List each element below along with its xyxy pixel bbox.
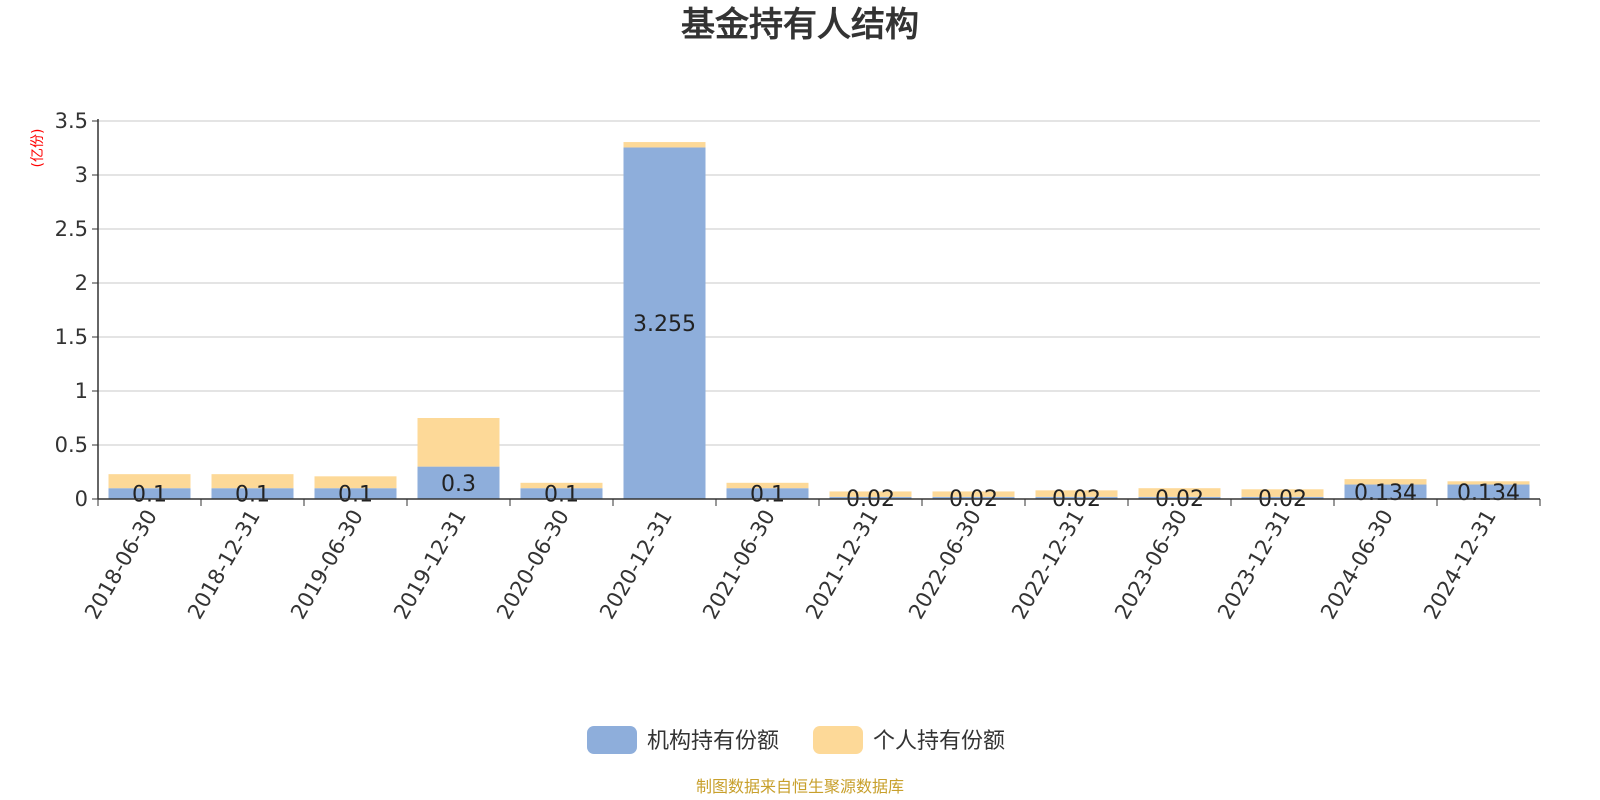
x-tick-label: 2021-12-31 — [801, 506, 883, 624]
bar-individual[interactable] — [211, 474, 294, 489]
x-tick-label: 2019-12-31 — [389, 506, 471, 624]
legend-item[interactable]: 个人持有份额 — [813, 726, 1005, 754]
bar-institutional[interactable] — [726, 488, 809, 499]
bar-individual[interactable] — [108, 474, 191, 489]
bar-institutional[interactable] — [417, 466, 500, 499]
y-tick-label: 1.5 — [55, 325, 88, 349]
y-tick-label: 3 — [75, 163, 88, 187]
y-tick-label: 1 — [75, 379, 88, 403]
bar-individual[interactable] — [726, 482, 809, 489]
x-tick-label: 2020-12-31 — [595, 506, 677, 624]
data-label: 0.1 — [338, 483, 373, 508]
x-tick-label: 2018-06-30 — [80, 506, 162, 624]
y-tick-label: 2 — [75, 271, 88, 295]
bar-individual[interactable] — [1447, 481, 1530, 485]
bar-institutional[interactable] — [211, 488, 294, 499]
bar-institutional[interactable] — [1241, 496, 1324, 499]
bar-institutional[interactable] — [623, 147, 706, 499]
y-axis-unit: (亿份) — [30, 129, 46, 168]
legend-swatch — [813, 726, 863, 754]
legend-item[interactable]: 机构持有份额 — [587, 726, 779, 754]
bar-institutional[interactable] — [932, 496, 1015, 499]
bar-institutional[interactable] — [108, 488, 191, 499]
x-tick-label: 2021-06-30 — [698, 506, 780, 624]
data-label: 0.3 — [441, 472, 476, 497]
bar-marks — [108, 142, 1530, 499]
data-label: 0.1 — [235, 483, 270, 508]
chart-title: 基金持有人结构 — [681, 5, 919, 45]
y-tick-label: 3.5 — [55, 109, 88, 133]
bar-individual[interactable] — [932, 491, 1015, 497]
bar-individual[interactable] — [1035, 490, 1118, 497]
bar-institutional[interactable] — [1447, 484, 1530, 499]
bar-institutional[interactable] — [520, 488, 603, 499]
x-tick-label: 2022-06-30 — [904, 506, 986, 624]
bar-individual[interactable] — [1344, 479, 1427, 485]
bar-individual[interactable] — [1241, 489, 1324, 497]
x-tick-label: 2019-06-30 — [286, 506, 368, 624]
x-tick-label: 2023-06-30 — [1110, 506, 1192, 624]
x-axis-ticks: 2018-06-30 2018-12-31 2019-06-30 2019-12-31… — [80, 499, 1541, 624]
y-tick-label: 0 — [75, 487, 88, 511]
bar-institutional[interactable] — [1138, 496, 1221, 499]
y-tick-label: 2.5 — [55, 217, 88, 241]
x-tick-label: 2018-12-31 — [183, 506, 265, 624]
data-label: 0.134 — [1354, 481, 1417, 506]
bar-institutional[interactable] — [829, 496, 912, 499]
source-note: 制图数据来自恒生聚源数据库 — [696, 777, 904, 796]
bar-individual[interactable] — [829, 491, 912, 497]
bar-individual[interactable] — [417, 418, 500, 467]
bar-institutional[interactable] — [314, 488, 397, 499]
data-label: 3.255 — [633, 312, 696, 337]
bar-individual[interactable] — [1138, 488, 1221, 497]
legend[interactable]: 机构持有份额 个人持有份额 — [587, 726, 1005, 754]
bar-institutional[interactable] — [1344, 484, 1427, 499]
bar-individual[interactable] — [520, 482, 603, 489]
grid-lines — [98, 120, 1540, 446]
data-label: 0.1 — [544, 483, 579, 508]
x-tick-label: 2024-12-31 — [1419, 506, 1501, 624]
x-tick-label: 2023-12-31 — [1213, 506, 1295, 624]
data-label: 0.1 — [132, 483, 167, 508]
y-axis-ticks: 0 0.5 1 1.5 2 2.5 3 3.5 — [55, 109, 99, 511]
data-label: 0.1 — [750, 483, 785, 508]
bar-individual[interactable] — [623, 142, 706, 148]
y-tick-label: 0.5 — [55, 433, 88, 457]
legend-swatch — [587, 726, 637, 754]
legend-label: 个人持有份额 — [873, 729, 1005, 754]
data-label: 0.134 — [1457, 481, 1520, 506]
bar-individual[interactable] — [314, 476, 397, 489]
bar-institutional[interactable] — [1035, 496, 1118, 499]
x-tick-label: 2020-06-30 — [492, 506, 574, 624]
x-tick-label: 2024-06-30 — [1316, 506, 1398, 624]
legend-label: 机构持有份额 — [647, 729, 779, 754]
x-tick-label: 2022-12-31 — [1007, 506, 1089, 624]
